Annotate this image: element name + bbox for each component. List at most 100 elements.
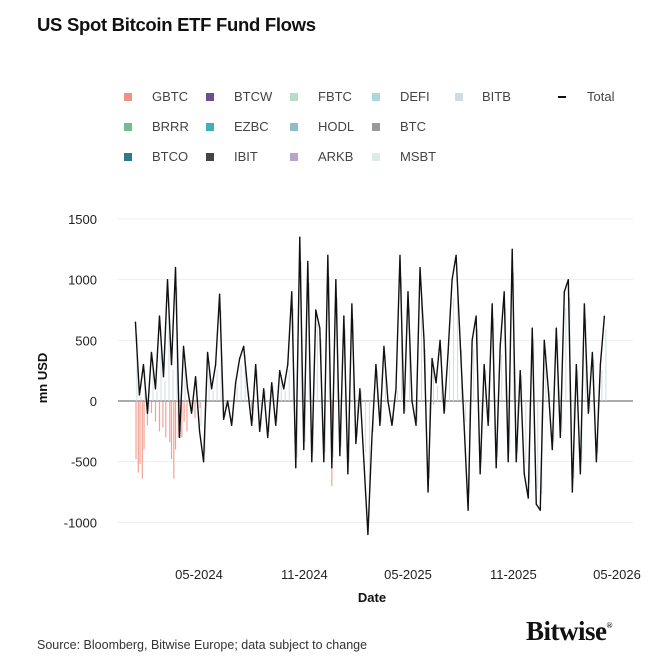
legend-label-btco: BTCO: [152, 149, 189, 164]
total-point: [451, 279, 453, 281]
total-point: [331, 467, 333, 469]
total-point: [154, 388, 157, 390]
total-point: [471, 339, 473, 341]
total-point: [487, 424, 489, 426]
x-tick-label: 11-2024: [281, 567, 328, 582]
total-point: [202, 461, 205, 463]
x-tick-label: 11-2025: [490, 567, 537, 582]
total-point: [158, 315, 161, 317]
x-axis-label: Date: [358, 590, 386, 605]
total-point: [587, 412, 589, 414]
total-line: [134, 236, 606, 536]
total-point: [146, 412, 149, 414]
total-point: [495, 467, 497, 469]
total-point: [210, 388, 213, 390]
total-point: [339, 455, 341, 457]
legend-label-gbtc: GBTC: [152, 89, 189, 104]
total-point: [231, 424, 233, 426]
total-point: [595, 461, 597, 463]
total-point: [291, 291, 293, 293]
total-point: [375, 364, 377, 366]
total-point: [483, 364, 485, 366]
total-point: [575, 364, 577, 366]
legend-marker-hodl: [290, 123, 298, 131]
legend-label-ibit: IBIT: [234, 149, 258, 164]
total-point: [423, 339, 425, 341]
legend-marker-total: [558, 96, 566, 98]
total-point: [174, 266, 177, 269]
total-point: [475, 315, 477, 317]
total-point: [343, 315, 345, 317]
total-point: [531, 327, 533, 329]
total-point: [467, 509, 469, 511]
total-point: [287, 364, 289, 366]
y-tick-label: 500: [75, 333, 97, 348]
total-point: [150, 351, 153, 354]
total-point: [535, 503, 537, 505]
total-point: [239, 357, 241, 360]
total-point: [407, 291, 409, 293]
total-point: [198, 430, 201, 432]
total-point: [527, 497, 529, 499]
total-point: [243, 345, 245, 347]
legend-label-btc: BTC: [400, 119, 426, 134]
total-point: [347, 473, 349, 475]
y-tick-label: -1000: [64, 515, 97, 530]
total-point: [519, 370, 521, 372]
legend-marker-msbt: [372, 153, 380, 161]
total-point: [523, 473, 525, 475]
total-point: [559, 436, 561, 438]
total-point: [427, 491, 429, 493]
y-tick-label: 1500: [68, 212, 97, 227]
total-point: [259, 430, 261, 432]
total-point: [206, 351, 209, 354]
total-point: [223, 418, 225, 420]
total-point: [279, 370, 281, 372]
total-point: [415, 424, 417, 426]
total-point: [503, 291, 505, 293]
total-point: [255, 364, 257, 366]
legend-marker-arkb: [290, 153, 298, 161]
total-point: [323, 461, 325, 463]
total-point: [138, 394, 141, 396]
legend-marker-gbtc: [124, 93, 132, 101]
total-point: [215, 364, 217, 366]
total-point: [247, 388, 249, 390]
bitwise-logo: Bitwise®: [526, 616, 613, 646]
total-point: [511, 248, 513, 250]
total-point: [299, 236, 301, 238]
total-point: [186, 388, 189, 390]
total-point: [219, 293, 221, 295]
total-point: [571, 491, 573, 493]
legend-label-arkb: ARKB: [318, 149, 354, 164]
legend-marker-fbtc: [290, 93, 298, 101]
legend-label-ezbc: EZBC: [234, 119, 269, 134]
total-point: [463, 424, 465, 426]
x-tick-label: 05-2025: [384, 567, 432, 582]
total-point: [319, 327, 321, 329]
legend-marker-defi: [372, 93, 380, 101]
x-tick-label: 05-2024: [175, 567, 223, 582]
total-point: [419, 266, 421, 269]
total-point: [267, 436, 269, 438]
total-point: [227, 400, 229, 402]
total-point: [263, 388, 265, 390]
total-point: [551, 448, 553, 451]
source-note: Source: Bloomberg, Bitwise Europe; data …: [37, 638, 368, 652]
total-point: [190, 412, 193, 414]
legend-label-brrr: BRRR: [152, 119, 189, 134]
total-point: [387, 400, 389, 402]
total-point: [567, 279, 569, 281]
total-point: [435, 382, 437, 384]
total-point: [383, 345, 385, 347]
total-point: [379, 424, 381, 426]
total-point: [447, 351, 449, 354]
legend-marker-bitb: [455, 93, 463, 101]
y-tick-label: -500: [71, 455, 97, 470]
total-point: [399, 254, 401, 256]
total-point: [563, 291, 565, 293]
total-point: [367, 533, 369, 536]
total-point: [194, 376, 197, 378]
legend-label-defi: DEFI: [400, 89, 430, 104]
legend-label-msbt: MSBT: [400, 149, 437, 164]
